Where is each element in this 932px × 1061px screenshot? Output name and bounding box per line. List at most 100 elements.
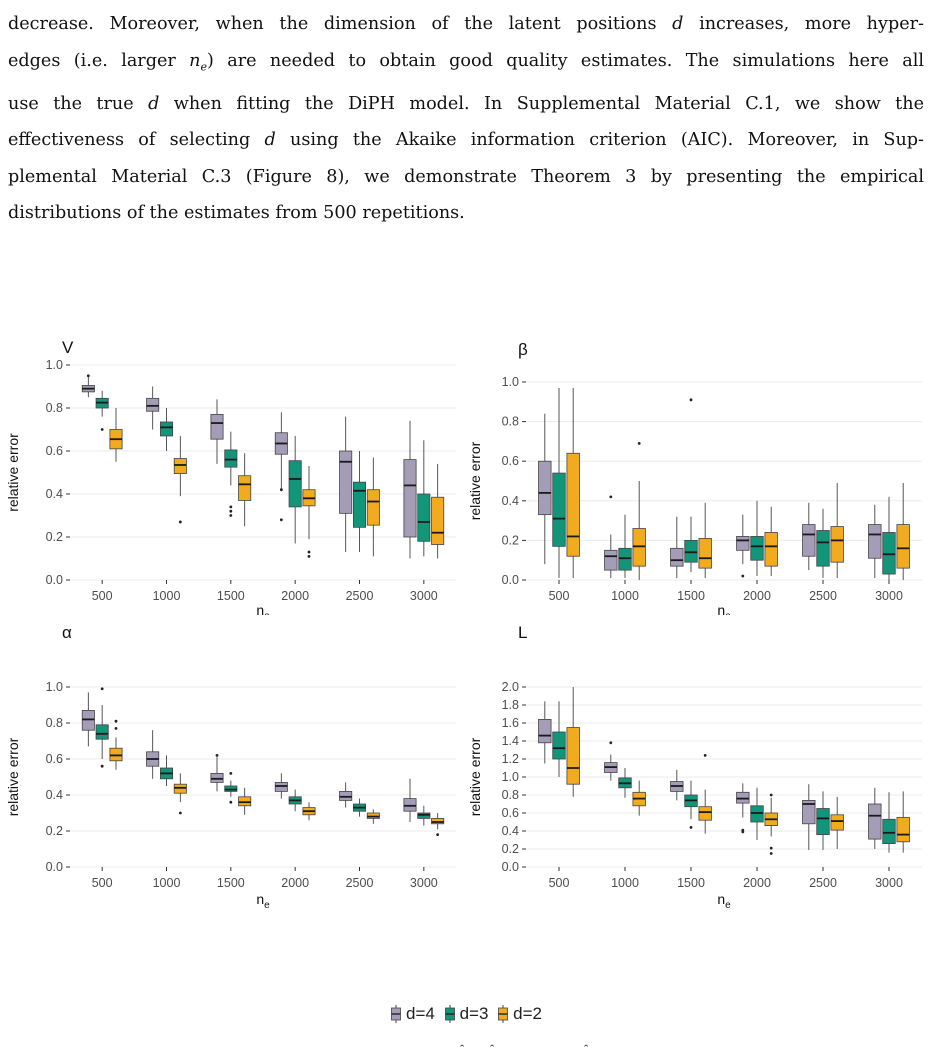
box: [736, 791, 750, 804]
svg-text:ˆ: ˆ: [490, 1042, 495, 1056]
box: [339, 450, 353, 514]
x-tick-label: 2000: [281, 876, 309, 890]
legend-item-d4: d=4: [390, 1004, 435, 1024]
y-tick-label: 0.0: [46, 573, 63, 587]
outlier-point: [689, 398, 693, 402]
paragraph-line: distributions of the estimates from 500 …: [8, 203, 465, 224]
box: [366, 489, 380, 526]
outlier-point: [100, 687, 104, 691]
box: [764, 532, 778, 567]
x-tick-label: 500: [549, 876, 570, 890]
panel-title: L: [518, 623, 527, 642]
box: [339, 790, 353, 801]
y-tick-label: 0.2: [502, 533, 519, 547]
outlier-point: [178, 811, 182, 815]
panel-title: α: [62, 623, 72, 642]
box: [632, 528, 646, 567]
x-tick-label: 2000: [743, 589, 771, 603]
y-tick-label: 1.0: [46, 358, 63, 372]
body-paragraph: decrease. Moreover, when the dimension o…: [8, 6, 924, 232]
y-tick-label: 0.0: [502, 573, 519, 587]
x-tick-label: 3000: [410, 876, 438, 890]
outlier-point: [215, 754, 219, 757]
outlier-point: [100, 428, 104, 431]
legend-swatch-d3: [444, 1005, 455, 1023]
y-axis-label: relative error: [467, 441, 483, 520]
outlier-point: [229, 800, 233, 804]
legend-label: d=3: [459, 1004, 489, 1023]
legend-item-d2: d=2: [497, 1004, 542, 1024]
outlier-point: [769, 846, 773, 850]
box: [736, 536, 750, 551]
y-tick-label: 0.6: [502, 806, 519, 820]
box: [431, 817, 445, 825]
x-tick-label: 1500: [217, 589, 245, 603]
boxplot-panel-alpha: 0.0 0.2 0.4 0.6 0.8 1.0 500 1000 1500 2000 2500 300…: [5, 623, 456, 911]
box: [896, 524, 910, 569]
box: [566, 452, 580, 557]
box: [417, 493, 431, 542]
y-tick-label: 1.2: [502, 752, 519, 766]
outlier-point: [769, 852, 773, 855]
box: [896, 817, 910, 843]
x-tick-label: 2500: [346, 589, 374, 603]
box: [210, 772, 224, 783]
y-tick-label: 0.2: [46, 824, 63, 838]
x-tick-label: 3000: [875, 876, 903, 890]
legend-label: d=2: [513, 1004, 542, 1023]
x-tick-label: 2500: [809, 589, 837, 603]
outlier-point: [114, 719, 118, 723]
box: [366, 812, 380, 819]
x-tick-label: 2000: [743, 876, 771, 890]
box: [173, 458, 187, 474]
x-tick-label: 3000: [875, 589, 903, 603]
y-tick-label: 0.8: [46, 716, 63, 730]
y-tick-label: 0.8: [46, 401, 63, 415]
x-axis-label: ne: [256, 891, 270, 911]
x-tick-label: 1500: [217, 876, 245, 890]
outlier-point: [86, 374, 90, 378]
box: [698, 538, 712, 569]
caption-accent-marks: ˆ ˆ ˆ: [460, 1042, 589, 1056]
y-tick-label: 0.8: [502, 788, 519, 802]
box: [403, 459, 417, 538]
outlier-point: [741, 574, 745, 578]
box: [566, 727, 580, 785]
outlier-point: [279, 518, 283, 522]
box: [684, 539, 698, 563]
box: [538, 719, 552, 744]
paragraph-line: effectiveness of selecting d using the A…: [8, 130, 924, 151]
box: [816, 808, 830, 836]
x-tick-label: 1000: [611, 876, 639, 890]
box: [816, 530, 830, 567]
y-axis-label: relative error: [5, 737, 21, 816]
y-tick-label: 1.8: [502, 698, 519, 712]
y-tick-label: 0.6: [46, 752, 63, 766]
boxplot-panel-v: 0.0 0.2 0.4 0.6 0.8 1.0 500 1000 1500 2000 2500 300…: [5, 338, 456, 615]
y-tick-label: 0.4: [502, 494, 519, 508]
box: [802, 799, 816, 825]
y-tick-label: 0.2: [46, 530, 63, 544]
y-tick-label: 0.4: [46, 788, 63, 802]
box: [431, 496, 445, 545]
box: [95, 724, 109, 740]
y-tick-label: 0.6: [502, 454, 519, 468]
box: [173, 783, 187, 794]
box: [81, 710, 95, 731]
box: [238, 475, 252, 501]
outlier-point: [279, 488, 283, 492]
y-tick-label: 0.2: [502, 842, 519, 856]
outlier-point: [229, 514, 233, 517]
legend-swatch-d2: [498, 1005, 509, 1023]
box: [238, 796, 252, 807]
outlier-point: [637, 441, 641, 445]
box: [698, 806, 712, 821]
box: [882, 818, 896, 845]
box: [830, 526, 844, 563]
outlier-point: [100, 764, 104, 768]
x-tick-label: 1500: [677, 589, 705, 603]
outlier-point: [741, 828, 745, 832]
box: [210, 414, 224, 440]
legend-swatch-d4: [391, 1005, 401, 1023]
y-tick-label: 1.6: [502, 716, 519, 730]
